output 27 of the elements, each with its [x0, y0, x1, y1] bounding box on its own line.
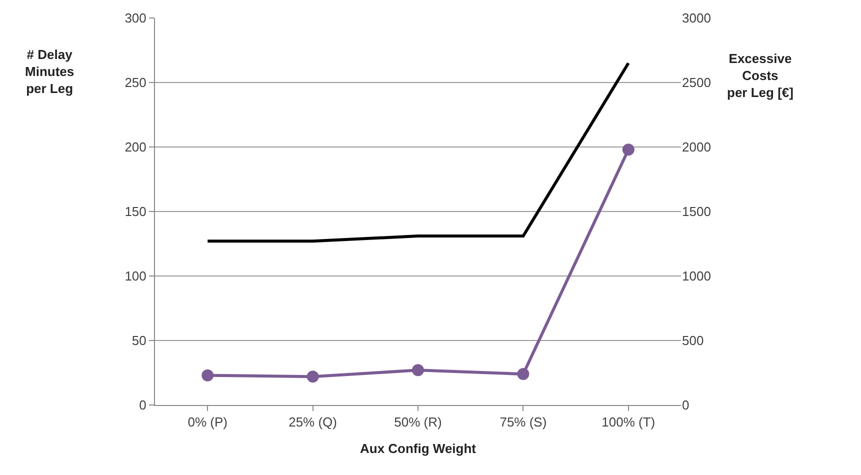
- y2-tick-label: 1000: [682, 268, 711, 284]
- y2-tick-label: 2500: [682, 75, 711, 90]
- x-tick-label: 75% (S): [500, 414, 547, 430]
- y2-tick-label: 3000: [682, 10, 711, 26]
- y-tick-label: 250: [124, 75, 146, 90]
- point: [622, 144, 634, 156]
- x-tick-label: 100% (T): [602, 414, 656, 430]
- point: [517, 368, 530, 380]
- y-tick-label: 150: [124, 204, 146, 220]
- x-axis-title: Aux Config Weight: [360, 441, 477, 456]
- y-axis-title: # Delay Minutes per Leg: [25, 47, 74, 96]
- point: [412, 364, 424, 376]
- y2-tick-label: 0: [682, 398, 690, 413]
- y2-axis-title: Excessive Costs per Leg [€]: [727, 51, 794, 100]
- x-tick-label: 0% (P): [188, 414, 228, 430]
- y-tick-label: 50: [132, 333, 146, 348]
- x-tick-label: 25% (Q): [288, 414, 338, 430]
- x-tick-label: 50% (R): [394, 414, 442, 430]
- y2-tick-label: 500: [682, 333, 704, 348]
- y-tick-label: 100: [124, 268, 146, 284]
- y2-tick-label: 1500: [682, 204, 711, 220]
- y-tick-label: 0: [139, 398, 146, 413]
- y2-tick-label: 2000: [682, 140, 711, 155]
- y-tick-label: 300: [124, 10, 146, 26]
- y-tick-label: 200: [124, 140, 146, 155]
- point: [202, 369, 214, 382]
- point: [306, 370, 319, 383]
